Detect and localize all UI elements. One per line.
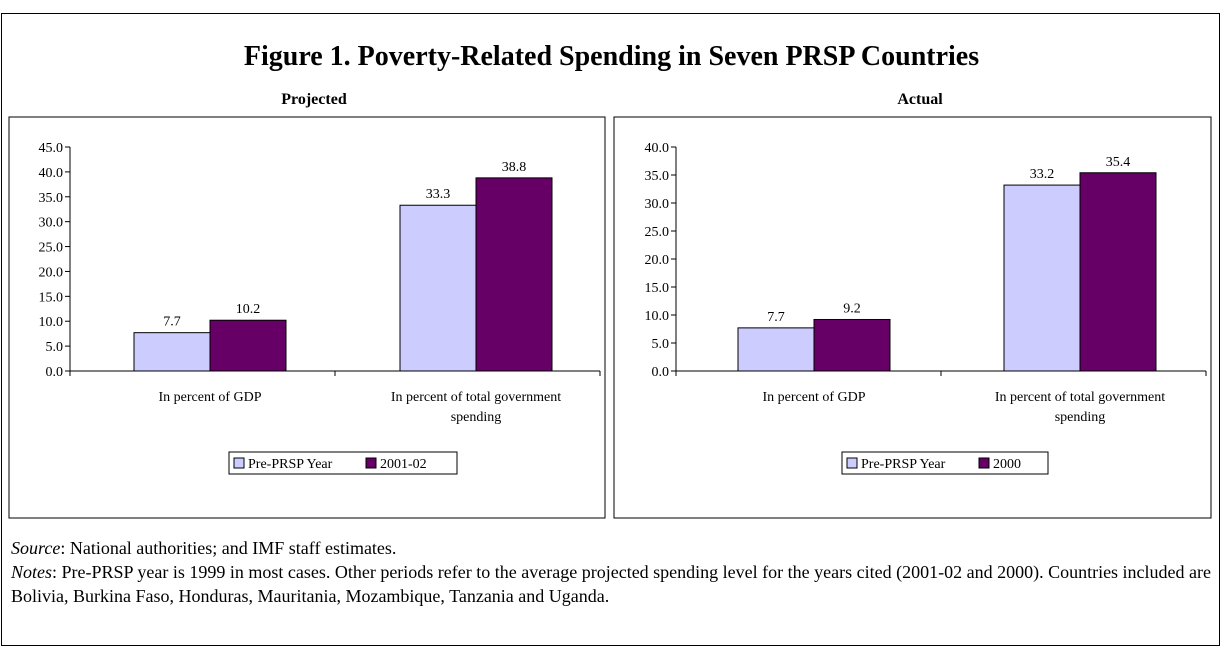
actual-y-tick-label: 25.0 — [645, 225, 670, 240]
actual-y-tick-label: 30.0 — [645, 197, 670, 212]
actual-bar-pre-prsp-1 — [1003, 184, 1081, 372]
actual-data-label: 33.2 — [1030, 167, 1055, 182]
actual-category-label: spending — [1055, 410, 1106, 425]
projected-legend-swatch — [365, 457, 377, 469]
actual-chart-box — [613, 116, 1212, 519]
figure-title: Figure 1. Poverty-Related Spending in Se… — [243, 41, 980, 72]
actual-data-label: 35.4 — [1106, 155, 1131, 170]
chart-title-actual: Actual — [897, 91, 943, 108]
figure-frame — [1, 13, 1220, 646]
actual-category-label: In percent of GDP — [762, 390, 865, 405]
actual-y-tick-label: 5.0 — [652, 337, 670, 352]
projected-bar-pre-prsp-0 — [133, 332, 211, 372]
actual-legend — [841, 451, 1049, 475]
projected-legend-label: 2001-02 — [380, 457, 427, 472]
actual-legend-label: 2000 — [993, 457, 1021, 472]
projected-category-label: spending — [451, 410, 502, 425]
projected-bar-current-1 — [475, 177, 553, 372]
projected-legend — [228, 451, 458, 475]
source-text: : National authorities; and IMF staff es… — [60, 538, 397, 558]
footnotes: Source: National authorities; and IMF st… — [11, 536, 1211, 608]
projected-y-tick-label: 0.0 — [46, 365, 64, 380]
projected-data-label: 7.7 — [163, 315, 181, 330]
projected-chart-box — [8, 116, 606, 519]
source-note: Source: National authorities; and IMF st… — [11, 536, 1211, 560]
projected-y-tick-label: 20.0 — [39, 265, 64, 280]
actual-y-tick-label: 20.0 — [645, 253, 670, 268]
projected-category-label: In percent of total government — [391, 390, 561, 405]
projected-data-label: 10.2 — [236, 302, 261, 317]
actual-data-label: 9.2 — [843, 301, 861, 316]
projected-category-label: In percent of GDP — [158, 390, 261, 405]
projected-y-tick-label: 30.0 — [39, 216, 64, 231]
actual-legend-label: Pre-PRSP Year — [861, 457, 946, 472]
projected-data-label: 33.3 — [426, 187, 451, 202]
actual-category-label: In percent of total government — [995, 390, 1165, 405]
source-label: Source — [11, 538, 61, 558]
projected-legend-label: Pre-PRSP Year — [248, 457, 333, 472]
actual-y-tick-label: 10.0 — [645, 309, 670, 324]
actual-y-tick-label: 35.0 — [645, 169, 670, 184]
projected-bar-current-0 — [209, 319, 287, 372]
projected-y-tick-label: 40.0 — [39, 166, 64, 181]
projected-data-label: 38.8 — [502, 160, 527, 175]
actual-y-tick-label: 40.0 — [645, 141, 670, 156]
actual-bar-current-1 — [1079, 172, 1157, 372]
projected-y-tick-label: 15.0 — [39, 290, 64, 305]
projected-y-tick-label: 25.0 — [39, 241, 64, 256]
actual-bar-pre-prsp-0 — [737, 327, 815, 372]
projected-legend-swatch — [233, 457, 245, 469]
actual-data-label: 7.7 — [767, 310, 785, 325]
actual-legend-swatch — [846, 457, 858, 469]
notes-note: Notes: Pre-PRSP year is 1999 in most cas… — [11, 560, 1211, 608]
notes-label: Notes — [11, 562, 53, 582]
actual-legend-swatch — [978, 457, 990, 469]
notes-text: : Pre-PRSP year is 1999 in most cases. O… — [11, 562, 1212, 606]
projected-y-tick-label: 5.0 — [46, 340, 64, 355]
projected-y-tick-label: 10.0 — [39, 315, 64, 330]
projected-y-tick-label: 35.0 — [39, 191, 64, 206]
chart-title-projected: Projected — [281, 91, 347, 108]
actual-y-tick-label: 0.0 — [652, 365, 670, 380]
projected-y-tick-label: 45.0 — [39, 141, 64, 156]
actual-bar-current-0 — [813, 318, 891, 372]
projected-bar-pre-prsp-1 — [399, 204, 477, 372]
actual-y-tick-label: 15.0 — [645, 281, 670, 296]
